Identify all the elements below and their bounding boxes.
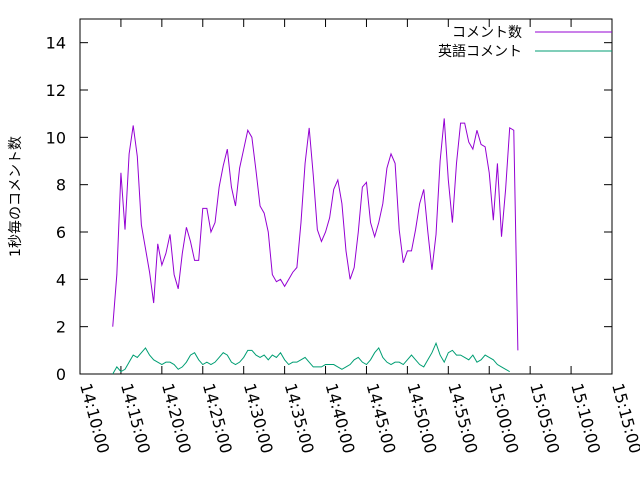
y-axis: 0 2 4 6 8 10 12 14 bbox=[46, 34, 612, 384]
x-tick-label: 14:45:00 bbox=[363, 381, 400, 455]
y-tick-label: 10 bbox=[46, 128, 66, 147]
y-tick-label: 6 bbox=[56, 223, 66, 242]
x-tick-label: 14:20:00 bbox=[158, 381, 195, 455]
x-tick-label: 14:30:00 bbox=[240, 381, 277, 455]
y-tick-label: 8 bbox=[56, 176, 66, 195]
legend-label-1: コメント数 bbox=[452, 25, 522, 41]
y-axis-label: 1秒毎のコメント数 bbox=[8, 136, 24, 257]
series-line-2 bbox=[112, 341, 510, 375]
x-tick-label: 15:15:00 bbox=[608, 381, 640, 455]
y-tick-label: 0 bbox=[56, 365, 66, 384]
x-tick-label: 14:35:00 bbox=[281, 381, 318, 455]
y-tick-label: 14 bbox=[46, 34, 66, 53]
y-tick-label: 12 bbox=[46, 81, 66, 100]
series-layer bbox=[112, 118, 519, 375]
x-tick-label: 14:55:00 bbox=[444, 381, 481, 455]
series-line-1 bbox=[112, 118, 519, 351]
x-tick-label: 15:10:00 bbox=[567, 381, 604, 455]
x-tick-label: 14:40:00 bbox=[322, 381, 359, 455]
x-tick-label: 15:05:00 bbox=[526, 381, 563, 455]
x-tick-label: 14:15:00 bbox=[117, 381, 154, 455]
y-tick-label: 2 bbox=[56, 318, 66, 337]
x-tick-label: 14:50:00 bbox=[404, 381, 441, 455]
plot-area-frame bbox=[79, 18, 613, 375]
x-tick-label: 15:00:00 bbox=[485, 381, 522, 455]
y-tick-label: 4 bbox=[56, 270, 66, 289]
legend-label-2: 英語コメント bbox=[438, 43, 522, 60]
x-tick-label: 14:10:00 bbox=[76, 381, 113, 455]
x-tick-label: 14:25:00 bbox=[199, 381, 236, 455]
